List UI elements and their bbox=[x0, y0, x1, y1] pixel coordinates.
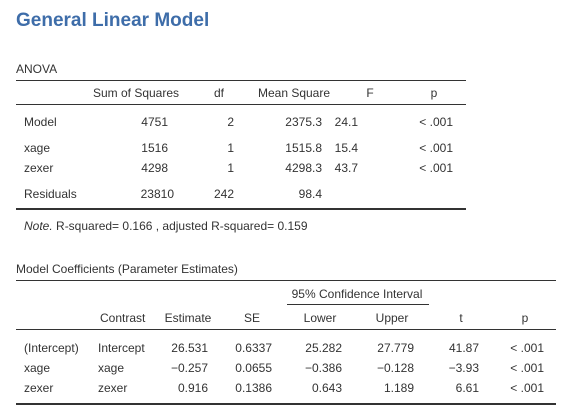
anova-cell-ms: 98.4 bbox=[298, 187, 322, 201]
anova-col-sum-of-squares: Sum of Squares bbox=[92, 86, 180, 100]
anova-header-rule bbox=[16, 104, 466, 105]
anova-top-rule bbox=[16, 80, 466, 81]
coef-col-contrast: Contrast bbox=[100, 311, 146, 325]
coef-cell-se: 0.6337 bbox=[235, 341, 272, 355]
ci-header: 95% Confidence Interval bbox=[291, 287, 423, 301]
coef-row-label: xage bbox=[24, 361, 51, 375]
anova-row-label: xage bbox=[24, 141, 51, 155]
coef-col-se: SE bbox=[243, 311, 261, 325]
anova-cell-f: 43.7 bbox=[334, 161, 358, 175]
page-title: General Linear Model bbox=[16, 10, 210, 31]
coef-cell-estimate: 26.531 bbox=[171, 341, 208, 355]
coef-cell-lower: −0.386 bbox=[304, 361, 342, 375]
coef-cell-se: 0.1386 bbox=[235, 381, 272, 395]
coef-cell-lower: 25.282 bbox=[305, 341, 342, 355]
coef-cell-contrast: xage bbox=[98, 361, 125, 375]
coef-cell-contrast: zexer bbox=[98, 381, 128, 395]
anova-cell-df: 1 bbox=[227, 161, 234, 175]
coef-cell-t: 6.61 bbox=[455, 381, 479, 395]
anova-cell-ss: 4298 bbox=[141, 161, 168, 175]
anova-cell-df: 1 bbox=[227, 141, 234, 155]
coef-cell-t: −3.93 bbox=[448, 361, 479, 375]
coef-cell-p: < .001 bbox=[510, 381, 544, 395]
coefficients-header-rule bbox=[16, 329, 556, 330]
coef-col-upper: Upper bbox=[375, 311, 409, 325]
anova-cell-f: 24.1 bbox=[334, 115, 358, 129]
coef-row-label: (Intercept) bbox=[24, 341, 79, 355]
anova-cell-ss: 4751 bbox=[141, 115, 168, 129]
coef-cell-se: 0.0655 bbox=[235, 361, 272, 375]
coef-cell-contrast: Intercept bbox=[98, 341, 145, 355]
note-text: R-squared= 0.166 , adjusted R-squared= 0… bbox=[52, 219, 308, 233]
anova-caption: ANOVA bbox=[16, 62, 58, 76]
coef-row-label: zexer bbox=[24, 381, 54, 395]
anova-row-label: zexer bbox=[24, 161, 54, 175]
note-label: Note. bbox=[24, 219, 53, 233]
anova-cell-ss: 23810 bbox=[140, 187, 174, 201]
coef-col-t: t bbox=[459, 311, 463, 325]
coef-cell-estimate: 0.916 bbox=[177, 381, 208, 395]
coef-cell-estimate: −0.257 bbox=[170, 361, 208, 375]
anova-note: Note. R-squared= 0.166 , adjusted R-squa… bbox=[24, 219, 308, 233]
coef-col-lower: Lower bbox=[303, 311, 337, 325]
coef-cell-upper: 1.189 bbox=[383, 381, 414, 395]
anova-col-f: F bbox=[366, 86, 374, 100]
anova-col-mean-square: Mean Square bbox=[257, 86, 331, 100]
anova-cell-df: 2 bbox=[227, 115, 234, 129]
coefficients-top-rule bbox=[16, 280, 556, 281]
anova-row-label: Model bbox=[24, 115, 57, 129]
anova-cell-df: 242 bbox=[213, 187, 234, 201]
anova-cell-p: < .001 bbox=[419, 141, 453, 155]
coef-cell-p: < .001 bbox=[510, 361, 544, 375]
anova-cell-ms: 4298.3 bbox=[285, 161, 322, 175]
anova-col-p: p bbox=[430, 86, 438, 100]
anova-cell-p: < .001 bbox=[419, 115, 453, 129]
coef-cell-upper: 27.779 bbox=[377, 341, 414, 355]
coef-col-p: p bbox=[521, 311, 529, 325]
anova-cell-f: 15.4 bbox=[334, 141, 358, 155]
anova-col-df: df bbox=[213, 86, 225, 100]
coef-cell-upper: −0.128 bbox=[376, 361, 414, 375]
anova-cell-ms: 1515.8 bbox=[285, 141, 322, 155]
coefficients-caption: Model Coefficients (Parameter Estimates) bbox=[16, 262, 238, 276]
anova-cell-p: < .001 bbox=[419, 161, 453, 175]
coef-cell-lower: 0.643 bbox=[311, 381, 342, 395]
ci-header-rule bbox=[287, 304, 429, 305]
anova-cell-ss: 1516 bbox=[141, 141, 168, 155]
anova-row-label: Residuals bbox=[24, 187, 77, 201]
anova-bottom-rule bbox=[16, 208, 466, 210]
coefficients-bottom-rule bbox=[16, 403, 556, 405]
coef-cell-p: < .001 bbox=[510, 341, 544, 355]
coef-cell-t: 41.87 bbox=[448, 341, 479, 355]
anova-cell-ms: 2375.3 bbox=[285, 115, 322, 129]
coef-col-estimate: Estimate bbox=[164, 311, 212, 325]
